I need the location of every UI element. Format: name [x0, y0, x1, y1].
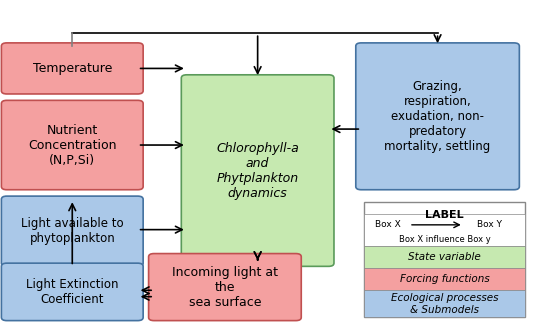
Bar: [364, 246, 525, 268]
Text: Incoming light at
the
sea surface: Incoming light at the sea surface: [172, 266, 278, 308]
Bar: [364, 290, 525, 317]
Text: Chlorophyll-a
and
Phytplankton
dynamics: Chlorophyll-a and Phytplankton dynamics: [216, 142, 299, 200]
Text: Grazing,
respiration,
exudation, non-
predatory
mortality, settling: Grazing, respiration, exudation, non- pr…: [385, 80, 490, 153]
Text: Ecological processes
& Submodels: Ecological processes & Submodels: [391, 293, 498, 315]
FancyBboxPatch shape: [181, 75, 334, 266]
Text: Box Y: Box Y: [477, 220, 502, 229]
Bar: [364, 214, 525, 246]
Text: Nutrient
Concentration
(N,P,Si): Nutrient Concentration (N,P,Si): [28, 124, 117, 166]
Text: Box X: Box X: [375, 220, 401, 229]
FancyBboxPatch shape: [2, 100, 143, 190]
Text: Temperature: Temperature: [32, 62, 112, 75]
FancyBboxPatch shape: [356, 43, 520, 190]
FancyBboxPatch shape: [2, 43, 143, 94]
Text: Forcing functions: Forcing functions: [399, 274, 489, 284]
Text: LABEL: LABEL: [425, 211, 464, 221]
Text: State variable: State variable: [408, 252, 481, 262]
FancyBboxPatch shape: [2, 263, 143, 321]
FancyBboxPatch shape: [149, 253, 301, 321]
Text: Light Extinction
Coefficient: Light Extinction Coefficient: [26, 278, 118, 306]
FancyBboxPatch shape: [2, 196, 143, 266]
Bar: [364, 268, 525, 290]
Text: Box X influence Box y: Box X influence Box y: [398, 235, 490, 244]
Text: Light available to
phytoplankton: Light available to phytoplankton: [21, 217, 124, 245]
FancyBboxPatch shape: [364, 203, 525, 317]
